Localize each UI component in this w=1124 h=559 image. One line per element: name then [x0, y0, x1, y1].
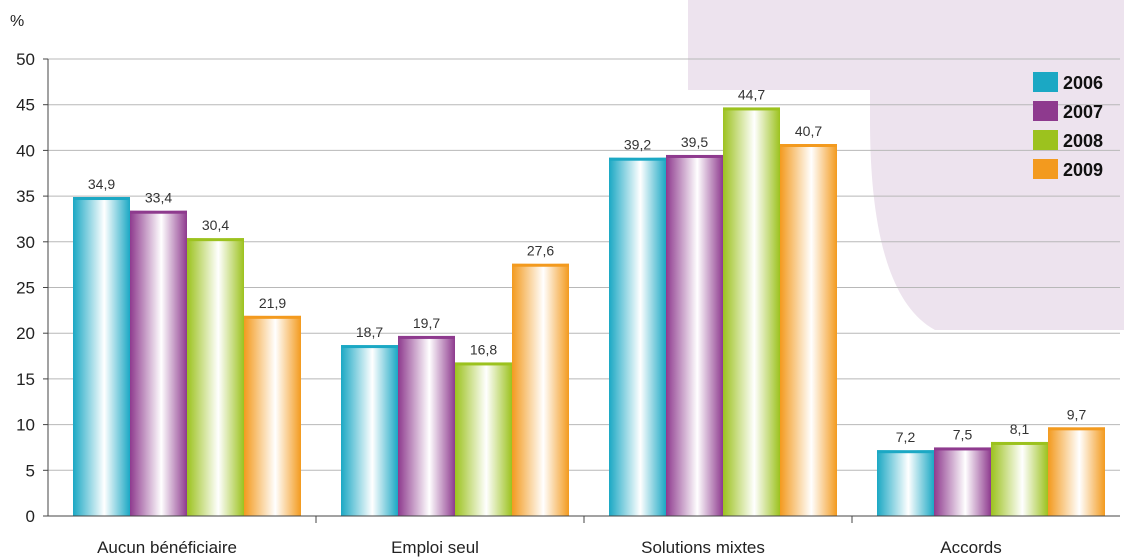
bar-top-edge: [130, 210, 187, 214]
bar-top-edge: [991, 441, 1048, 445]
data-label: 34,9: [88, 176, 115, 192]
legend-swatch: [1033, 130, 1058, 150]
legend-swatch: [1033, 101, 1058, 121]
y-tick-label: 0: [26, 507, 35, 526]
background-decoration: [688, 0, 1124, 330]
legend-swatch: [1033, 159, 1058, 179]
y-tick-label: 35: [16, 187, 35, 206]
bars: 34,9 33,4 30,4 21,9 18,7 19,7 16,8 27,6 39,2 39,5…: [73, 86, 1105, 517]
data-label: 19,7: [413, 315, 440, 331]
bar-top-edge: [877, 450, 934, 454]
background-shape: [688, 0, 1124, 330]
data-label: 27,6: [527, 243, 554, 259]
axes: 0 5 10 15 20 25 30 35 40 45 50 Aucun bénéficiaire Em…: [16, 50, 1120, 557]
data-label: 21,9: [259, 295, 286, 311]
bar-top-edge: [1048, 427, 1105, 431]
y-tick-label: 15: [16, 370, 35, 389]
x-category-label: Emploi seul: [391, 538, 479, 557]
legend-label: 2009: [1063, 160, 1103, 180]
data-label: 9,7: [1067, 406, 1087, 422]
bar-2006: [73, 197, 130, 516]
data-label: 7,2: [896, 429, 916, 445]
bar-2009: [244, 315, 301, 516]
bar-2007: [130, 210, 187, 516]
data-label: 16,8: [470, 341, 497, 357]
bar-top-edge: [398, 335, 455, 339]
bar-top-edge: [723, 107, 780, 111]
bar-top-edge: [73, 197, 130, 201]
bar-2008: [991, 441, 1048, 516]
data-label: 33,4: [145, 190, 172, 206]
data-label: 39,2: [624, 137, 651, 153]
bar-2007: [398, 335, 455, 516]
legend: 2006 2007 2008 2009: [1033, 72, 1103, 180]
bar-2009: [780, 144, 837, 516]
bar-2008: [455, 362, 512, 516]
y-tick-label: 50: [16, 50, 35, 69]
legend-label: 2006: [1063, 73, 1103, 93]
bar-2007: [934, 447, 991, 516]
legend-label: 2007: [1063, 102, 1103, 122]
data-label: 44,7: [738, 86, 765, 102]
data-label: 7,5: [953, 426, 973, 442]
bar-2009: [1048, 427, 1105, 516]
data-label: 8,1: [1010, 421, 1030, 437]
legend-label: 2008: [1063, 131, 1103, 151]
y-tick-label: 5: [26, 461, 35, 480]
bar-2006: [609, 157, 666, 516]
data-label: 40,7: [795, 123, 822, 139]
y-tick-label: 10: [16, 416, 35, 435]
x-category-label: Aucun bénéficiaire: [97, 538, 237, 557]
bar-top-edge: [455, 362, 512, 366]
y-axis-unit-label: %: [10, 13, 24, 30]
legend-swatch: [1033, 72, 1058, 92]
data-label: 30,4: [202, 217, 229, 233]
bar-top-edge: [341, 345, 398, 349]
bar-top-edge: [934, 447, 991, 451]
bar-2008: [187, 238, 244, 517]
y-tick-label: 20: [16, 324, 35, 343]
y-tick-label: 40: [16, 141, 35, 160]
data-label: 18,7: [356, 324, 383, 340]
bar-top-edge: [780, 144, 837, 148]
bar-top-edge: [512, 263, 569, 267]
data-label: 39,5: [681, 134, 708, 150]
bar-2007: [666, 154, 723, 516]
y-tick-label: 25: [16, 279, 35, 298]
y-tick-label: 30: [16, 233, 35, 252]
bar-2006: [877, 450, 934, 516]
x-category-label: Accords: [940, 538, 1001, 557]
bar-2009: [512, 263, 569, 516]
y-tick-label: 45: [16, 96, 35, 115]
bar-2006: [341, 345, 398, 516]
x-category-label: Solutions mixtes: [641, 538, 765, 557]
bar-2008: [723, 107, 780, 516]
bar-top-edge: [244, 315, 301, 319]
bar-top-edge: [666, 154, 723, 158]
bar-top-edge: [609, 157, 666, 161]
bar-top-edge: [187, 238, 244, 242]
